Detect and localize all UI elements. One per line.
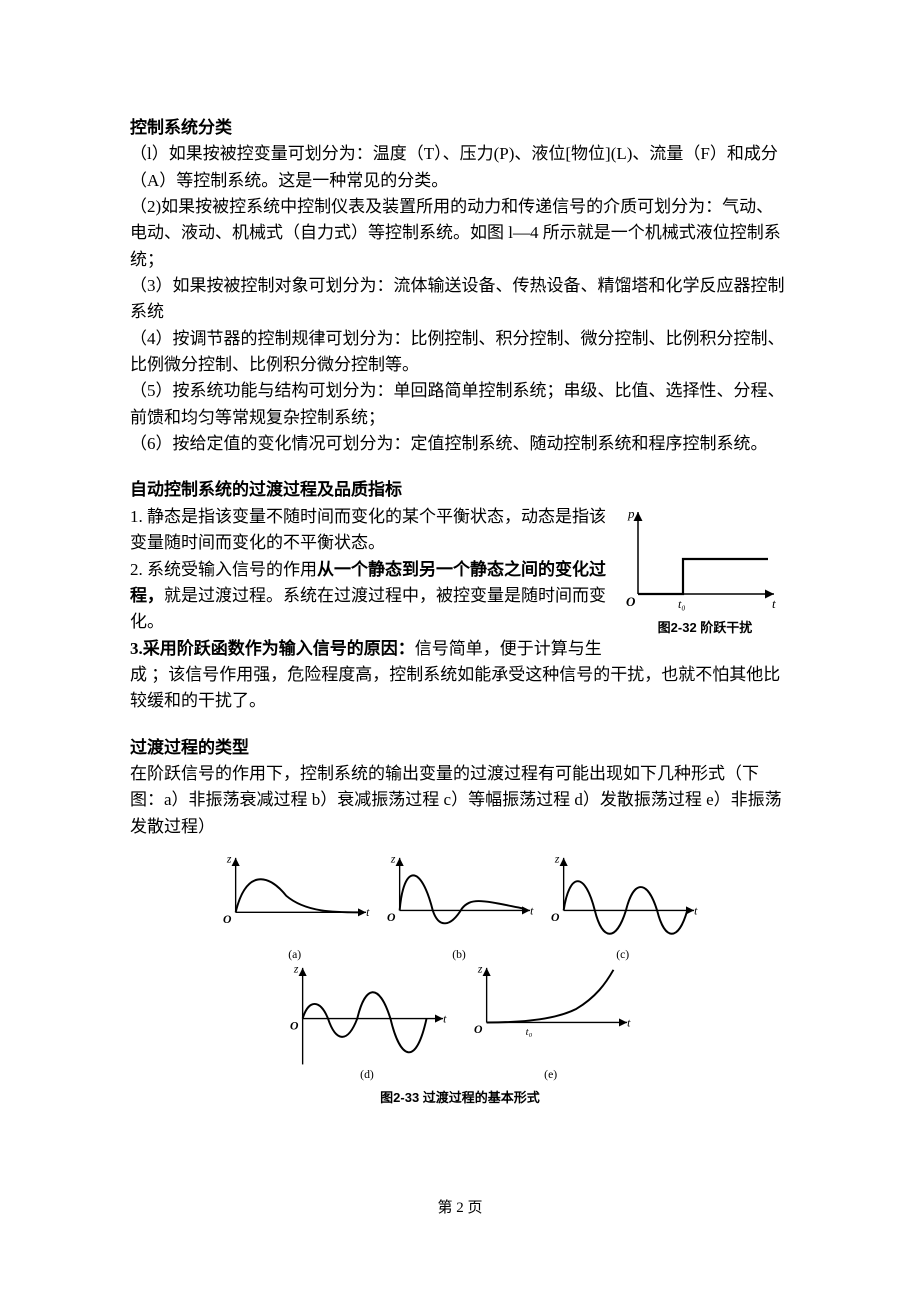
figure-2-33-caption: 图2-33 过渡过程的基本形式	[130, 1088, 790, 1108]
figure-2-33: z t O (a) z t O (b) z t O (c) z t O (d) z t Ot₀ (e) 图2-…	[130, 852, 790, 1108]
section3-intro: 在阶跃信号的作用下，控制系统的输出变量的过渡过程有可能出现如下几种形式（下图：a…	[130, 761, 790, 840]
section1-item-4: （4）按调节器的控制规律可划分为：比例控制、积分控制、微分控制、比例积分控制、比…	[130, 326, 790, 379]
page-number: 第 2 页	[0, 1197, 920, 1220]
svg-text:z: z	[293, 963, 299, 976]
section2-heading: 自动控制系统的过渡过程及品质指标	[130, 477, 790, 503]
svg-text:O: O	[551, 911, 560, 924]
section2-item-3: 3.采用阶跃函数作为输入信号的原因：信号简单，便于计算与生成 ；该信号作用强，危…	[130, 636, 790, 715]
section1-heading: 控制系统分类	[130, 115, 790, 141]
section1-item-3: （3）如果按被控制对象可划分为：流体输送设备、传热设备、精馏塔和化学反应器控制系…	[130, 273, 790, 326]
svg-text:t: t	[772, 596, 776, 611]
svg-text:t: t	[443, 1012, 447, 1025]
svg-text:(d): (d)	[360, 1068, 374, 1081]
svg-text:O: O	[223, 913, 232, 926]
section2-item-2-post: 就是过渡过程。系统在过渡过程中，被控变量是随时间而变化。	[130, 586, 606, 631]
section3-heading: 过渡过程的类型	[130, 735, 790, 761]
svg-text:(a): (a)	[288, 948, 301, 961]
svg-text:(e): (e)	[544, 1068, 557, 1081]
svg-text:t: t	[530, 904, 534, 917]
svg-text:t₀: t₀	[678, 597, 686, 611]
svg-text:z: z	[554, 853, 560, 866]
figure-2-32-caption: 图2-32 阶跃干扰	[620, 618, 790, 638]
section1-item-5: （5）按系统功能与结构可划分为：单回路简单控制系统；串级、比值、选择性、分程、前…	[130, 378, 790, 431]
svg-text:(c): (c)	[616, 948, 629, 961]
svg-text:O: O	[626, 594, 636, 609]
svg-text:O: O	[474, 1023, 483, 1036]
svg-text:(b): (b)	[452, 948, 466, 961]
svg-text:z: z	[477, 963, 483, 976]
svg-text:z: z	[226, 853, 232, 866]
svg-text:O: O	[387, 911, 396, 924]
svg-text:p: p	[627, 506, 635, 521]
section1-item-1: （l）如果按被控变量可划分为：温度（T）、压力(P)、液位[物位](L)、流量（…	[130, 141, 790, 194]
svg-text:t: t	[694, 904, 698, 917]
figure-2-32: p t Ot₀ 图2-32 阶跃干扰	[620, 504, 790, 638]
section1-item-6: （6）按给定值的变化情况可划分为：定值控制系统、随动控制系统和程序控制系统。	[130, 431, 790, 457]
svg-text:O: O	[290, 1019, 299, 1032]
svg-text:t₀: t₀	[526, 1026, 533, 1038]
section2-item-2-pre: 2. 系统受输入信号的作用	[130, 560, 317, 579]
svg-text:z: z	[390, 853, 396, 866]
section2-item-3-bold: 3.采用阶跃函数作为输入信号的原因：	[130, 639, 415, 658]
section1-item-2: （2)如果按被控系统中控制仪表及装置所用的动力和传递信号的介质可划分为：气动、电…	[130, 194, 790, 273]
svg-text:t: t	[627, 1016, 631, 1029]
svg-text:t: t	[366, 906, 370, 919]
